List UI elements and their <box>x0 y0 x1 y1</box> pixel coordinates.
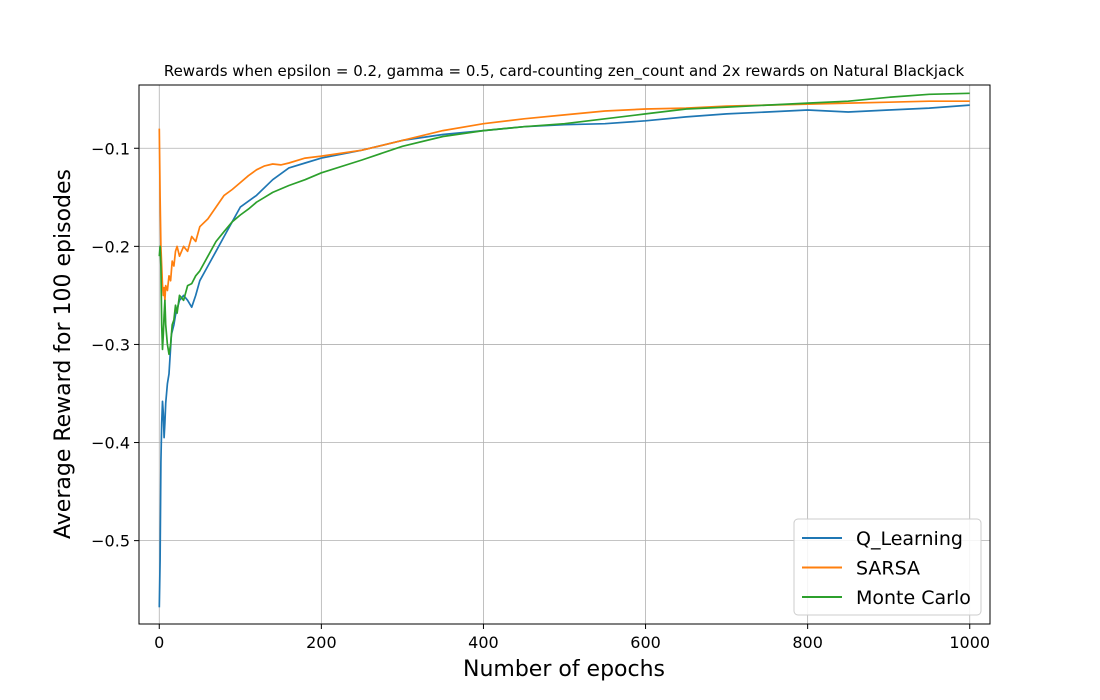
y-tick-label: −0.4 <box>91 434 130 453</box>
series-line-sarsa <box>158 100 970 302</box>
legend-box <box>793 518 982 616</box>
x-tick-label: 600 <box>630 633 661 652</box>
chart-title: Rewards when epsilon = 0.2, gamma = 0.5,… <box>164 62 965 81</box>
x-tick-label: 200 <box>306 633 337 652</box>
legend-label-monte-carlo: Monte Carlo <box>856 587 971 609</box>
series-layer <box>158 92 970 608</box>
series-line-monte-carlo <box>158 92 970 356</box>
x-tick-label: 1000 <box>949 633 990 652</box>
y-tick-label: −0.1 <box>91 139 130 158</box>
y-tick-label: −0.5 <box>91 532 130 551</box>
x-tick-label: 800 <box>792 633 823 652</box>
x-axis-title: Number of epochs <box>463 657 665 682</box>
series-line-q-learning <box>158 104 970 608</box>
x-tick-label: 400 <box>468 633 499 652</box>
y-tick-label: −0.3 <box>91 335 130 354</box>
y-axis-title: Average Reward for 100 episodes <box>51 169 76 539</box>
y-axis: −0.5 −0.4 −0.3 −0.2 −0.1 <box>91 139 139 551</box>
legend-label-sarsa: SARSA <box>856 558 920 580</box>
y-tick-label: −0.2 <box>91 237 130 256</box>
plot-frame <box>138 84 991 625</box>
x-tick-label: 0 <box>154 633 164 652</box>
x-axis: 0 200 400 600 800 1000 <box>154 624 990 652</box>
legend-label-q-learning: Q_Learning <box>856 528 963 550</box>
grid <box>139 85 990 624</box>
legend: Q_Learning SARSA Monte Carlo <box>793 518 982 616</box>
